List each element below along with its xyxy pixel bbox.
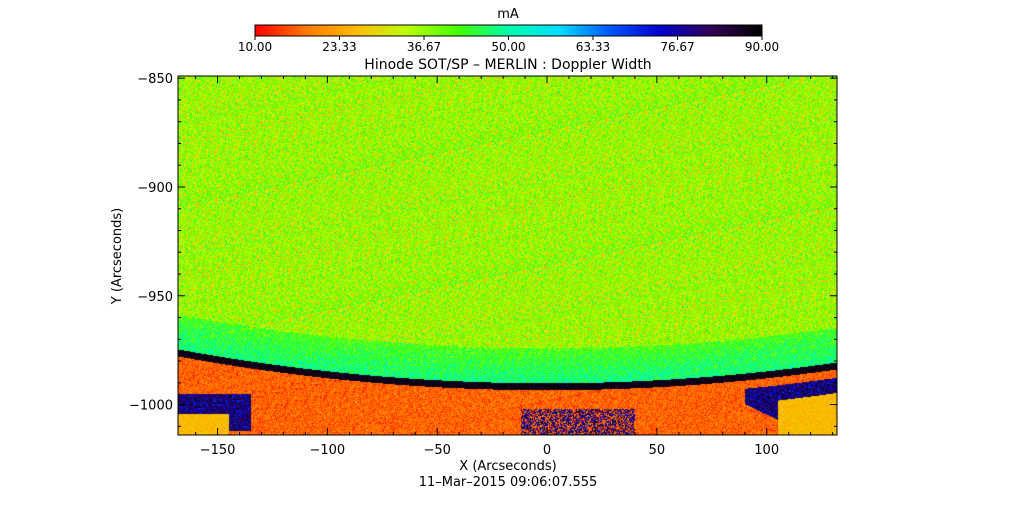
colorbar-tick-label: 90.00 [745,40,779,54]
colorbar-tick-label: 63.33 [576,40,610,54]
colorbar-tick-label: 23.33 [322,40,356,54]
colorbar-unit-label: mA [497,7,519,22]
colorbar-tick-label: 10.00 [238,40,272,54]
x-tick-label: 50 [649,443,666,458]
y-tick-label: −950 [137,290,173,305]
y-axis: −850 −900 −950 −1000 [129,72,837,427]
chart-title: Hinode SOT/SP – MERLIN : Doppler Width [364,57,651,73]
x-tick-label: 100 [754,443,779,458]
heatmap-image [178,76,837,435]
x-tick-label: −100 [310,443,346,458]
x-tick-label: 0 [543,443,551,458]
timestamp: 11–Mar–2015 09:06:07.555 [419,475,598,490]
x-axis-label: X (Arcseconds) [459,459,556,474]
x-tick-label: −150 [200,443,236,458]
x-axis: −150 −100 −50 0 50 100 [195,76,834,458]
y-tick-label: −850 [137,72,173,87]
y-axis-label: Y (Arcseconds) [110,208,125,305]
x-tick-label: −50 [423,443,450,458]
y-tick-label: −900 [137,181,173,196]
y-tick-label: −1000 [129,399,173,414]
plot-frame [177,75,838,436]
colorbar-ticks: 10.00 23.33 36.67 50.00 63.33 76.67 90.00 [238,36,779,54]
colorbar-tick-label: 36.67 [407,40,441,54]
colorbar-tick-label: 50.00 [491,40,525,54]
colorbar [254,24,763,37]
colorbar-tick-label: 76.67 [660,40,694,54]
